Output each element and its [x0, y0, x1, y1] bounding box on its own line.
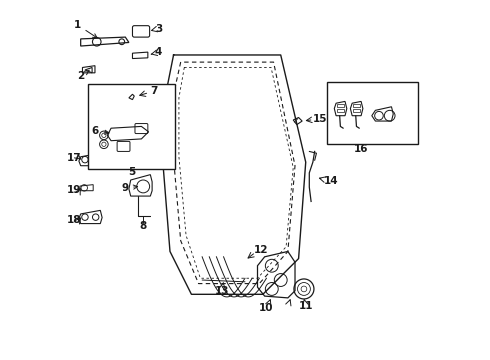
Text: 17: 17 — [67, 153, 82, 163]
Bar — [353, 109, 360, 112]
Text: 12: 12 — [254, 245, 269, 255]
Text: 5: 5 — [128, 167, 135, 177]
Text: 1: 1 — [74, 19, 97, 38]
Text: 7: 7 — [150, 86, 158, 96]
Text: 8: 8 — [140, 221, 147, 231]
Text: 16: 16 — [354, 144, 368, 154]
Text: 15: 15 — [313, 113, 327, 123]
Bar — [337, 109, 344, 112]
Bar — [88, 84, 175, 169]
Text: 14: 14 — [323, 176, 338, 186]
Text: 6: 6 — [91, 126, 109, 136]
Text: 9: 9 — [121, 183, 138, 193]
Bar — [337, 104, 344, 108]
Text: 4: 4 — [155, 48, 162, 58]
Text: 10: 10 — [258, 303, 273, 313]
Text: 18: 18 — [67, 215, 81, 225]
Bar — [327, 82, 418, 144]
Text: 19: 19 — [67, 185, 81, 195]
Text: 3: 3 — [156, 23, 163, 33]
Text: 11: 11 — [298, 301, 313, 311]
Text: 2: 2 — [77, 70, 89, 81]
Bar — [353, 104, 360, 108]
Text: 13: 13 — [215, 287, 229, 296]
